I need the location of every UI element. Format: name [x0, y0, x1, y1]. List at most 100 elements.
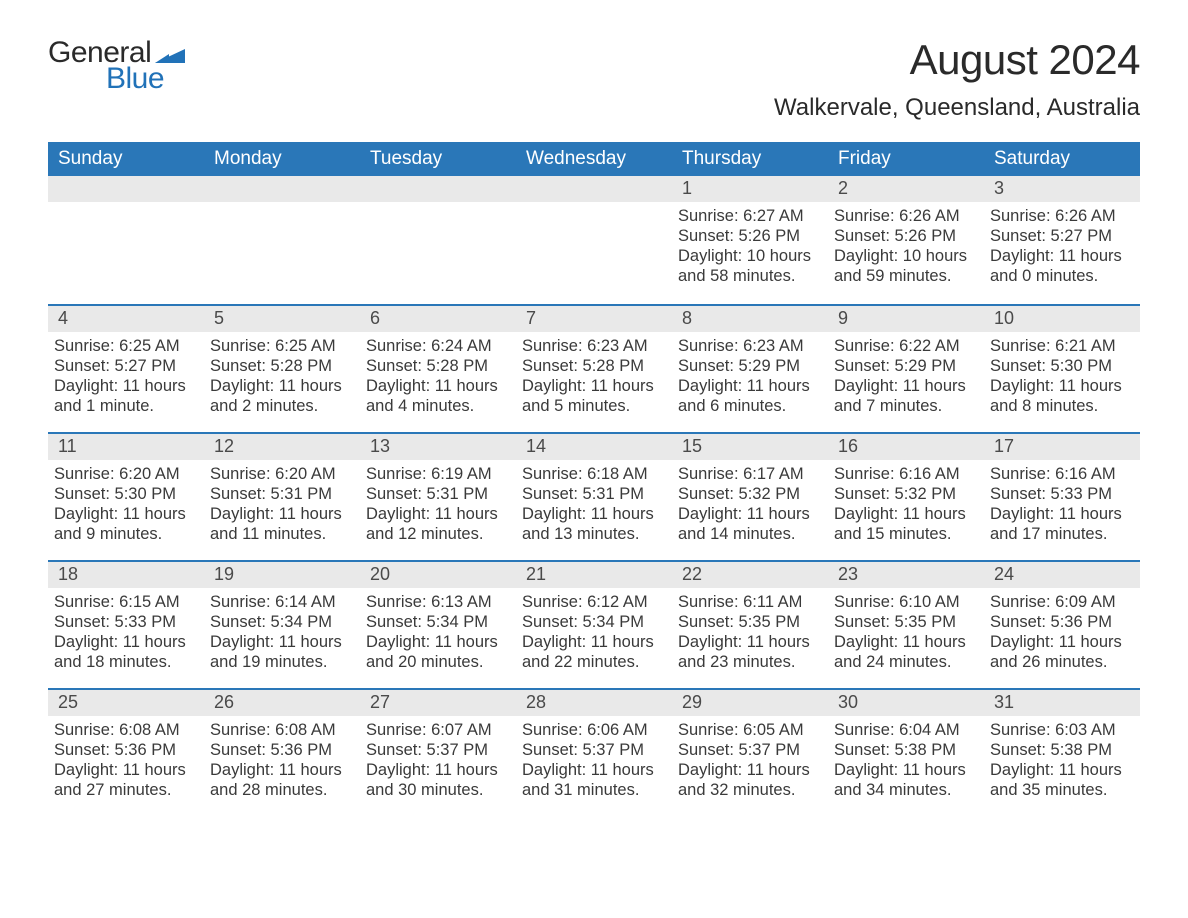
calendar-day: 30Sunrise: 6:04 AMSunset: 5:38 PMDayligh… — [828, 690, 984, 816]
day-number: 12 — [204, 434, 360, 460]
calendar-day: 15Sunrise: 6:17 AMSunset: 5:32 PMDayligh… — [672, 434, 828, 560]
sunset-line: Sunset: 5:28 PM — [522, 356, 666, 376]
day-number: 6 — [360, 306, 516, 332]
day-number: 22 — [672, 562, 828, 588]
calendar-day: 10Sunrise: 6:21 AMSunset: 5:30 PMDayligh… — [984, 306, 1140, 432]
day-number: 1 — [672, 176, 828, 202]
daylight-line: Daylight: 11 hours and 6 minutes. — [678, 376, 822, 416]
day-number — [204, 176, 360, 202]
day-number — [48, 176, 204, 202]
daylight-line: Daylight: 11 hours and 23 minutes. — [678, 632, 822, 672]
sunset-line: Sunset: 5:30 PM — [990, 356, 1134, 376]
sunset-line: Sunset: 5:37 PM — [678, 740, 822, 760]
calendar-day: 23Sunrise: 6:10 AMSunset: 5:35 PMDayligh… — [828, 562, 984, 688]
day-number: 27 — [360, 690, 516, 716]
daylight-line: Daylight: 11 hours and 30 minutes. — [366, 760, 510, 800]
dow-cell: Wednesday — [516, 142, 672, 176]
daylight-line: Daylight: 11 hours and 15 minutes. — [834, 504, 978, 544]
daylight-line: Daylight: 11 hours and 18 minutes. — [54, 632, 198, 672]
sunset-line: Sunset: 5:29 PM — [834, 356, 978, 376]
daylight-line: Daylight: 11 hours and 31 minutes. — [522, 760, 666, 800]
sunrise-line: Sunrise: 6:11 AM — [678, 592, 822, 612]
day-number: 15 — [672, 434, 828, 460]
sunset-line: Sunset: 5:37 PM — [366, 740, 510, 760]
sunset-line: Sunset: 5:36 PM — [210, 740, 354, 760]
calendar-day: 4Sunrise: 6:25 AMSunset: 5:27 PMDaylight… — [48, 306, 204, 432]
sunset-line: Sunset: 5:37 PM — [522, 740, 666, 760]
sunrise-line: Sunrise: 6:18 AM — [522, 464, 666, 484]
sunrise-line: Sunrise: 6:25 AM — [210, 336, 354, 356]
sunrise-line: Sunrise: 6:12 AM — [522, 592, 666, 612]
sunset-line: Sunset: 5:33 PM — [54, 612, 198, 632]
sunrise-line: Sunrise: 6:06 AM — [522, 720, 666, 740]
day-number: 26 — [204, 690, 360, 716]
sunset-line: Sunset: 5:27 PM — [990, 226, 1134, 246]
sunrise-line: Sunrise: 6:20 AM — [210, 464, 354, 484]
daylight-line: Daylight: 11 hours and 20 minutes. — [366, 632, 510, 672]
day-number: 20 — [360, 562, 516, 588]
location-subtitle: Walkervale, Queensland, Australia — [774, 94, 1140, 122]
day-number: 28 — [516, 690, 672, 716]
daylight-line: Daylight: 11 hours and 35 minutes. — [990, 760, 1134, 800]
sunset-line: Sunset: 5:38 PM — [990, 740, 1134, 760]
calendar-day: 26Sunrise: 6:08 AMSunset: 5:36 PMDayligh… — [204, 690, 360, 816]
calendar-day: 21Sunrise: 6:12 AMSunset: 5:34 PMDayligh… — [516, 562, 672, 688]
sunrise-line: Sunrise: 6:14 AM — [210, 592, 354, 612]
calendar-day: 6Sunrise: 6:24 AMSunset: 5:28 PMDaylight… — [360, 306, 516, 432]
daylight-line: Daylight: 11 hours and 5 minutes. — [522, 376, 666, 416]
daylight-line: Daylight: 11 hours and 7 minutes. — [834, 376, 978, 416]
calendar-day: 19Sunrise: 6:14 AMSunset: 5:34 PMDayligh… — [204, 562, 360, 688]
day-of-week-header: SundayMondayTuesdayWednesdayThursdayFrid… — [48, 142, 1140, 176]
daylight-line: Daylight: 11 hours and 27 minutes. — [54, 760, 198, 800]
day-number: 31 — [984, 690, 1140, 716]
sunset-line: Sunset: 5:29 PM — [678, 356, 822, 376]
calendar-week: 18Sunrise: 6:15 AMSunset: 5:33 PMDayligh… — [48, 560, 1140, 688]
day-number: 25 — [48, 690, 204, 716]
page-header: General Blue August 2024 Walkervale, Que… — [48, 36, 1140, 136]
day-number: 29 — [672, 690, 828, 716]
day-number: 10 — [984, 306, 1140, 332]
sunset-line: Sunset: 5:26 PM — [834, 226, 978, 246]
sunset-line: Sunset: 5:34 PM — [366, 612, 510, 632]
dow-cell: Friday — [828, 142, 984, 176]
calendar-day: 2Sunrise: 6:26 AMSunset: 5:26 PMDaylight… — [828, 176, 984, 304]
day-number: 5 — [204, 306, 360, 332]
sunset-line: Sunset: 5:33 PM — [990, 484, 1134, 504]
day-number: 8 — [672, 306, 828, 332]
sunset-line: Sunset: 5:36 PM — [54, 740, 198, 760]
sunset-line: Sunset: 5:31 PM — [522, 484, 666, 504]
dow-cell: Saturday — [984, 142, 1140, 176]
calendar-day — [204, 176, 360, 304]
calendar-day: 17Sunrise: 6:16 AMSunset: 5:33 PMDayligh… — [984, 434, 1140, 560]
sunrise-line: Sunrise: 6:15 AM — [54, 592, 198, 612]
day-number: 24 — [984, 562, 1140, 588]
calendar-day — [48, 176, 204, 304]
day-number: 13 — [360, 434, 516, 460]
dow-cell: Tuesday — [360, 142, 516, 176]
month-year-title: August 2024 — [774, 36, 1140, 84]
calendar-day: 28 Sunrise: 6:06 AMSunset: 5:37 PMDayligh… — [516, 690, 672, 816]
daylight-line: Daylight: 11 hours and 28 minutes. — [210, 760, 354, 800]
calendar-day: 5Sunrise: 6:25 AMSunset: 5:28 PMDaylight… — [204, 306, 360, 432]
day-number — [516, 176, 672, 202]
calendar-day: 13Sunrise: 6:19 AMSunset: 5:31 PMDayligh… — [360, 434, 516, 560]
daylight-line: Daylight: 11 hours and 9 minutes. — [54, 504, 198, 544]
daylight-line: Daylight: 11 hours and 34 minutes. — [834, 760, 978, 800]
day-number: 2 — [828, 176, 984, 202]
daylight-line: Daylight: 11 hours and 17 minutes. — [990, 504, 1134, 544]
sunset-line: Sunset: 5:28 PM — [366, 356, 510, 376]
sunrise-line: Sunrise: 6:03 AM — [990, 720, 1134, 740]
daylight-line: Daylight: 11 hours and 14 minutes. — [678, 504, 822, 544]
calendar-day: 22 Sunrise: 6:11 AMSunset: 5:35 PMDayligh… — [672, 562, 828, 688]
calendar-week: 11Sunrise: 6:20 AMSunset: 5:30 PMDayligh… — [48, 432, 1140, 560]
sunrise-line: Sunrise: 6:23 AM — [522, 336, 666, 356]
calendar-grid: SundayMondayTuesdayWednesdayThursdayFrid… — [48, 142, 1140, 816]
sunrise-line: Sunrise: 6:16 AM — [834, 464, 978, 484]
day-number: 16 — [828, 434, 984, 460]
calendar-day: 25Sunrise: 6:08 AMSunset: 5:36 PMDayligh… — [48, 690, 204, 816]
calendar-day: 20Sunrise: 6:13 AMSunset: 5:34 PMDayligh… — [360, 562, 516, 688]
daylight-line: Daylight: 11 hours and 12 minutes. — [366, 504, 510, 544]
sunrise-line: Sunrise: 6:25 AM — [54, 336, 198, 356]
sunset-line: Sunset: 5:35 PM — [678, 612, 822, 632]
calendar-week: 4Sunrise: 6:25 AMSunset: 5:27 PMDaylight… — [48, 304, 1140, 432]
